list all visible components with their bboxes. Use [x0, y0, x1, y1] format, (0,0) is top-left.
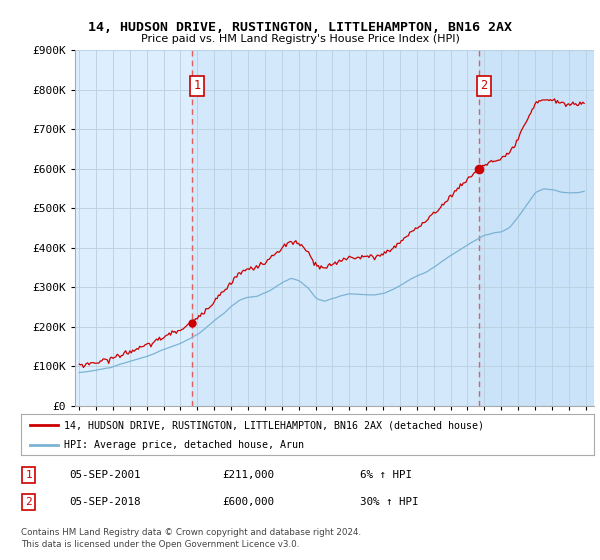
- Text: 14, HUDSON DRIVE, RUSTINGTON, LITTLEHAMPTON, BN16 2AX: 14, HUDSON DRIVE, RUSTINGTON, LITTLEHAMP…: [88, 21, 512, 34]
- Bar: [479, 50, 594, 406]
- Text: 30% ↑ HPI: 30% ↑ HPI: [360, 497, 419, 507]
- Text: 1: 1: [193, 80, 200, 92]
- Text: 14, HUDSON DRIVE, RUSTINGTON, LITTLEHAMPTON, BN16 2AX (detached house): 14, HUDSON DRIVE, RUSTINGTON, LITTLEHAMP…: [64, 421, 484, 430]
- Bar: [192, 50, 594, 406]
- Text: 2: 2: [480, 80, 487, 92]
- Text: Contains HM Land Registry data © Crown copyright and database right 2024.: Contains HM Land Registry data © Crown c…: [21, 528, 361, 536]
- Text: 05-SEP-2018: 05-SEP-2018: [69, 497, 140, 507]
- Text: Price paid vs. HM Land Registry's House Price Index (HPI): Price paid vs. HM Land Registry's House …: [140, 34, 460, 44]
- Text: 6% ↑ HPI: 6% ↑ HPI: [360, 470, 412, 480]
- Text: 2: 2: [25, 497, 32, 507]
- Text: 1: 1: [25, 470, 32, 480]
- Text: £211,000: £211,000: [222, 470, 274, 480]
- Text: This data is licensed under the Open Government Licence v3.0.: This data is licensed under the Open Gov…: [21, 540, 299, 549]
- Text: £600,000: £600,000: [222, 497, 274, 507]
- Text: 05-SEP-2001: 05-SEP-2001: [69, 470, 140, 480]
- Text: HPI: Average price, detached house, Arun: HPI: Average price, detached house, Arun: [64, 440, 304, 450]
